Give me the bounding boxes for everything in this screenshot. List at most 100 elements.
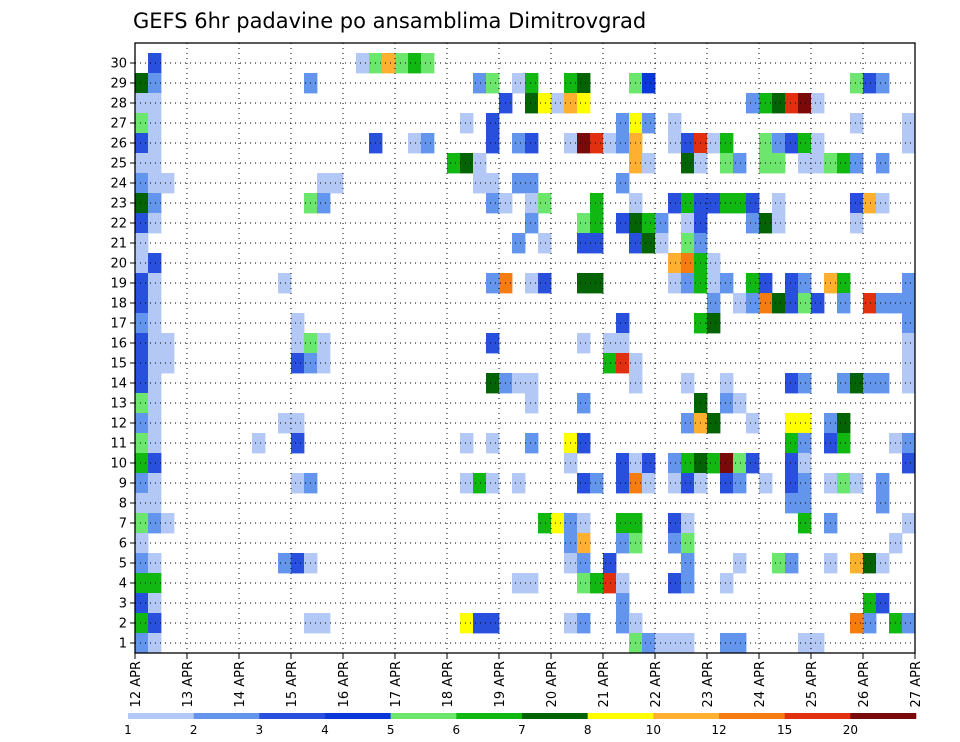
heatmap-cell (603, 333, 617, 354)
heatmap-cell (837, 373, 851, 394)
y-tick-label: 18 (110, 297, 127, 312)
heatmap-cell (733, 293, 747, 314)
heatmap-cell (161, 513, 175, 534)
heatmap-cell (135, 353, 149, 374)
heatmap-cell (681, 553, 695, 574)
heatmap-cell (148, 433, 162, 454)
heatmap-cell (148, 133, 162, 154)
heatmap-cell (148, 53, 162, 74)
heatmap-cell (135, 253, 149, 274)
heatmap-cell (642, 473, 656, 494)
y-axis-ticks: 1234567891011121314151617181920212223242… (110, 57, 135, 652)
heatmap-cell (148, 393, 162, 414)
heatmap-cell (421, 133, 435, 154)
x-tick-label: 25 APR (805, 661, 820, 707)
heatmap-cell (148, 113, 162, 134)
heatmap-cell (512, 173, 526, 194)
heatmap-cell (577, 233, 591, 254)
heatmap-cell (681, 193, 695, 214)
y-tick-label: 28 (110, 97, 127, 112)
heatmap-cell (161, 353, 175, 374)
y-tick-label: 23 (110, 197, 127, 212)
heatmap-cell (577, 73, 591, 94)
heatmap-cell (668, 133, 682, 154)
heatmap-cell (681, 633, 695, 654)
heatmap-cell (590, 193, 604, 214)
colorbar-swatch (259, 713, 326, 719)
heatmap-cell (525, 73, 539, 94)
heatmap-cell (135, 73, 149, 94)
heatmap-cell (811, 293, 825, 314)
heatmap-cell (837, 293, 851, 314)
y-tick-label: 9 (119, 477, 127, 492)
heatmap-cell (707, 133, 721, 154)
heatmap-cell (668, 573, 682, 594)
heatmap-cell (135, 173, 149, 194)
heatmap-cell (512, 373, 526, 394)
x-tick-label: 24 APR (753, 661, 768, 707)
heatmap-cell (148, 373, 162, 394)
heatmap-cell (746, 413, 760, 434)
heatmap-cell (486, 113, 500, 134)
x-tick-label: 19 APR (493, 661, 508, 707)
heatmap-cell (863, 593, 877, 614)
heatmap-cell (837, 473, 851, 494)
heatmap-cell (902, 613, 916, 634)
heatmap-cell (863, 553, 877, 574)
heatmap-cell (577, 393, 591, 414)
heatmap-cell (291, 353, 305, 374)
heatmap-cell (655, 233, 669, 254)
x-tick-label: 23 APR (701, 661, 716, 707)
heatmap-cell (135, 113, 149, 134)
y-tick-label: 10 (110, 457, 127, 472)
heatmap-cell (785, 453, 799, 474)
heatmap-cell (278, 553, 292, 574)
heatmap-cell (460, 473, 474, 494)
heatmap-cell (616, 453, 630, 474)
heatmap-cell (681, 453, 695, 474)
heatmap-cell (486, 133, 500, 154)
x-tick-label: 27 APR (909, 661, 924, 707)
heatmap-cell (707, 413, 721, 434)
heatmap-cell (525, 93, 539, 114)
heatmap-cell (902, 333, 916, 354)
heatmap-cell (707, 273, 721, 294)
x-tick-label: 15 APR (285, 661, 300, 707)
heatmap-cell (590, 573, 604, 594)
heatmap-cell (616, 533, 630, 554)
heatmap-cell (876, 73, 890, 94)
heatmap-cell (837, 153, 851, 174)
heatmap-cell (785, 133, 799, 154)
heatmap-cell (785, 433, 799, 454)
colorbar-swatch (850, 713, 917, 719)
y-tick-label: 22 (110, 217, 127, 232)
heatmap-cell (772, 293, 786, 314)
heatmap-cell (785, 493, 799, 514)
heatmap-cell (876, 193, 890, 214)
heatmap-cell (135, 273, 149, 294)
heatmap-cell (681, 533, 695, 554)
heatmap-cell (317, 353, 331, 374)
colorbar: 1 2 3 4 5 6 7 8 10 12 15 20 (124, 713, 917, 737)
heatmap-cell (785, 373, 799, 394)
heatmap-cell (291, 553, 305, 574)
heatmap-cell (291, 313, 305, 334)
y-tick-label: 8 (119, 497, 127, 512)
heatmap-cell (850, 153, 864, 174)
heatmap-cell (577, 573, 591, 594)
heatmap-cell (863, 613, 877, 634)
heatmap-cell (616, 133, 630, 154)
heatmap-cell (642, 213, 656, 234)
heatmap-cell (785, 413, 799, 434)
heatmap-cell (148, 473, 162, 494)
heatmap-cell (746, 293, 760, 314)
heatmap-cell (538, 93, 552, 114)
colorbar-swatch (128, 713, 194, 719)
heatmap-cell (876, 153, 890, 174)
heatmap-cell (538, 233, 552, 254)
y-tick-label: 1 (119, 637, 127, 652)
heatmap-cell (707, 313, 721, 334)
y-tick-label: 15 (110, 357, 127, 372)
heatmap-cell (538, 513, 552, 534)
heatmap-cell (525, 573, 539, 594)
